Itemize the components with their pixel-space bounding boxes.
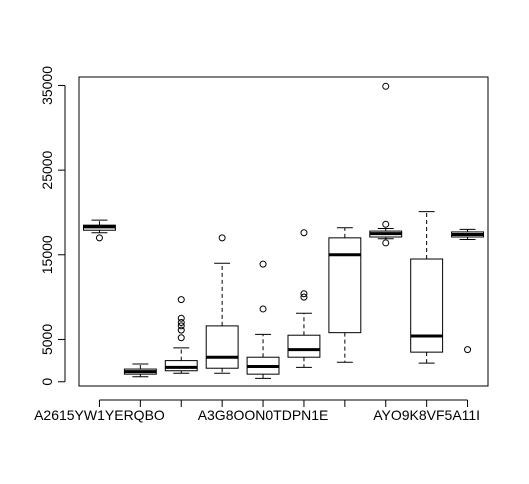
outlier-point bbox=[177, 322, 185, 330]
outlier-point bbox=[95, 234, 103, 242]
y-axis: 0 5000 15000 25000 35000 bbox=[39, 66, 66, 386]
outlier-point bbox=[218, 234, 226, 242]
outlier-point bbox=[382, 220, 390, 228]
box-group bbox=[410, 211, 444, 364]
outlier-point bbox=[177, 296, 185, 304]
y-tick-label: 35000 bbox=[39, 66, 55, 105]
box-group bbox=[287, 229, 321, 368]
box-group bbox=[246, 260, 280, 379]
x-tick-label: A2615YW1YERQBO bbox=[34, 407, 165, 423]
outlier-point bbox=[259, 260, 267, 268]
outlier-point bbox=[177, 314, 185, 322]
box-series bbox=[82, 82, 485, 379]
box-iqr bbox=[164, 360, 198, 372]
x-tick-label: A3G8OON0TDPN1E bbox=[198, 407, 329, 423]
outlier-point bbox=[177, 334, 185, 342]
outlier-point bbox=[177, 319, 185, 327]
outlier-point bbox=[382, 82, 390, 90]
outlier-point bbox=[259, 305, 267, 313]
y-tick-label: 25000 bbox=[39, 150, 55, 189]
box-iqr bbox=[328, 237, 362, 334]
box-group bbox=[328, 227, 362, 363]
box-group bbox=[164, 296, 198, 374]
box-group bbox=[451, 228, 485, 354]
box-group bbox=[369, 82, 403, 247]
box-iqr bbox=[205, 325, 239, 369]
box-iqr bbox=[287, 334, 321, 358]
y-tick-label: 5000 bbox=[39, 324, 55, 355]
box-group bbox=[205, 234, 239, 374]
box-group bbox=[82, 219, 116, 242]
box-group bbox=[123, 363, 157, 378]
outlier-point bbox=[300, 290, 308, 298]
x-tick-label: AYO9K8VF5A11I bbox=[373, 407, 480, 423]
y-tick-label: 15000 bbox=[39, 235, 55, 274]
y-tick-label: 0 bbox=[39, 378, 55, 386]
plot-frame bbox=[78, 76, 489, 387]
outlier-point bbox=[464, 346, 472, 354]
outlier-point bbox=[300, 229, 308, 237]
outlier-point bbox=[382, 239, 390, 247]
x-axis: A2615YW1YERQBO A3G8OON0TDPN1E AYO9K8VF5A11… bbox=[34, 399, 480, 423]
box-iqr bbox=[410, 258, 444, 353]
outlier-point bbox=[300, 293, 308, 301]
outlier-point bbox=[177, 326, 185, 334]
